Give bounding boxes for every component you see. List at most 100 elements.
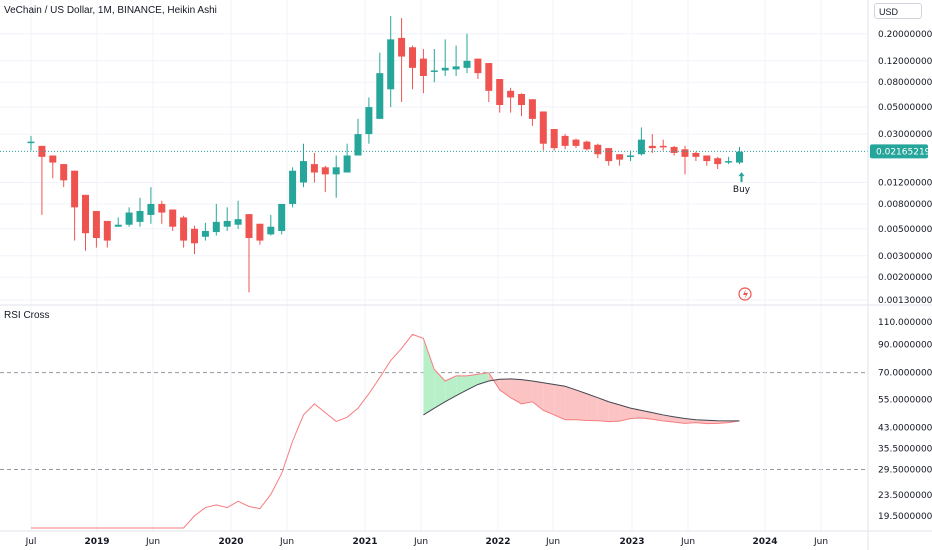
price-tick-label: 0.03000000 bbox=[878, 130, 932, 140]
time-tick-label: Jun bbox=[145, 537, 160, 547]
candle bbox=[637, 127, 645, 156]
price-tick-label: 0.00800000 bbox=[878, 200, 932, 210]
candle bbox=[452, 45, 460, 77]
candle-body bbox=[103, 220, 111, 241]
rsi-bear-fill bbox=[510, 378, 522, 404]
candle-body bbox=[518, 94, 525, 106]
candle-body bbox=[92, 211, 100, 239]
rsi-line bbox=[31, 333, 740, 529]
candle-body bbox=[234, 219, 242, 225]
candle-body bbox=[49, 155, 57, 163]
candle bbox=[387, 16, 395, 108]
time-tick-label: Jul bbox=[25, 537, 37, 547]
candle bbox=[125, 207, 133, 227]
candle bbox=[365, 97, 373, 144]
candle-body bbox=[376, 73, 384, 119]
candle bbox=[60, 164, 68, 188]
candle bbox=[409, 45, 416, 90]
candle-body bbox=[703, 155, 711, 162]
time-tick-label: 2023 bbox=[619, 537, 644, 547]
buy-signal: Buy bbox=[733, 172, 752, 301]
candle-body bbox=[441, 67, 449, 71]
candle-body bbox=[430, 70, 438, 72]
candle bbox=[528, 99, 536, 126]
candle bbox=[267, 214, 275, 236]
candle-body bbox=[528, 99, 536, 119]
rsi-bull-fill bbox=[423, 338, 435, 415]
candle-body bbox=[289, 170, 297, 204]
price-tick-label: 0.00500000 bbox=[878, 225, 932, 235]
candle-body bbox=[60, 164, 68, 181]
rsi-bull-fill bbox=[456, 375, 467, 396]
price-tick-label: 0.00300000 bbox=[878, 252, 932, 262]
candle bbox=[419, 49, 427, 94]
chart-title: VeChain / US Dollar, 1M, BINANCE, Heikin… bbox=[4, 5, 217, 16]
candle-body bbox=[354, 134, 362, 156]
price-tick-label: 0.08000000 bbox=[878, 78, 932, 88]
candle-body bbox=[256, 223, 264, 241]
candle bbox=[627, 150, 634, 162]
candle bbox=[147, 187, 155, 224]
price-candles bbox=[27, 16, 743, 293]
candle-body bbox=[158, 203, 166, 213]
candle-body bbox=[321, 167, 329, 175]
buy-label: Buy bbox=[733, 185, 751, 195]
candle bbox=[278, 203, 286, 235]
candle-body bbox=[398, 37, 406, 57]
rsi-bear-fill bbox=[619, 404, 631, 422]
rsi-bear-fill bbox=[641, 410, 653, 420]
candle-body bbox=[169, 209, 177, 227]
candle bbox=[289, 167, 297, 208]
currency-button[interactable]: USD bbox=[874, 3, 922, 19]
candle-body bbox=[245, 214, 253, 239]
price-axis: 0.20000000 0.12000000 0.08000000 0.05000000… bbox=[0, 30, 932, 306]
rsi-cross-fills bbox=[423, 338, 740, 424]
candle bbox=[256, 223, 264, 245]
candle bbox=[485, 63, 493, 103]
rsi-bull-fill bbox=[445, 375, 457, 402]
candle bbox=[49, 155, 57, 179]
candle bbox=[583, 140, 591, 151]
candle-body bbox=[725, 161, 733, 163]
candle bbox=[169, 209, 177, 231]
candle-body bbox=[605, 148, 613, 162]
candle bbox=[321, 165, 329, 193]
current-price-label: 0.02165219 bbox=[876, 147, 931, 157]
buy-arrow-icon bbox=[738, 172, 745, 183]
time-tick-label: Jun bbox=[545, 537, 560, 547]
rsi-bear-fill bbox=[586, 393, 598, 421]
candle bbox=[354, 118, 362, 156]
candle bbox=[681, 145, 689, 175]
price-tick-label: 0.20000000 bbox=[878, 30, 932, 40]
rsi-bear-fill bbox=[543, 382, 555, 415]
rsi-lines bbox=[31, 333, 740, 529]
candle-body bbox=[583, 141, 591, 150]
candle-body bbox=[82, 194, 89, 234]
time-tick-label: Jun bbox=[279, 537, 294, 547]
candle-body bbox=[692, 152, 700, 157]
candle bbox=[441, 39, 449, 77]
candle bbox=[343, 143, 351, 173]
candle-body bbox=[594, 144, 602, 155]
candle bbox=[561, 134, 569, 150]
candle bbox=[496, 79, 504, 113]
candle-body bbox=[627, 155, 634, 158]
rsi-bear-fill bbox=[499, 378, 511, 398]
candle bbox=[692, 151, 700, 162]
candle bbox=[38, 145, 46, 215]
time-tick-label: 2024 bbox=[752, 537, 777, 547]
candle bbox=[103, 220, 111, 248]
time-tick-label: 2021 bbox=[352, 537, 377, 547]
candle bbox=[223, 207, 231, 231]
candle bbox=[71, 170, 79, 241]
candle-body bbox=[136, 211, 144, 222]
lightning-icon[interactable] bbox=[738, 287, 752, 301]
rsi-signal-line bbox=[423, 378, 740, 422]
